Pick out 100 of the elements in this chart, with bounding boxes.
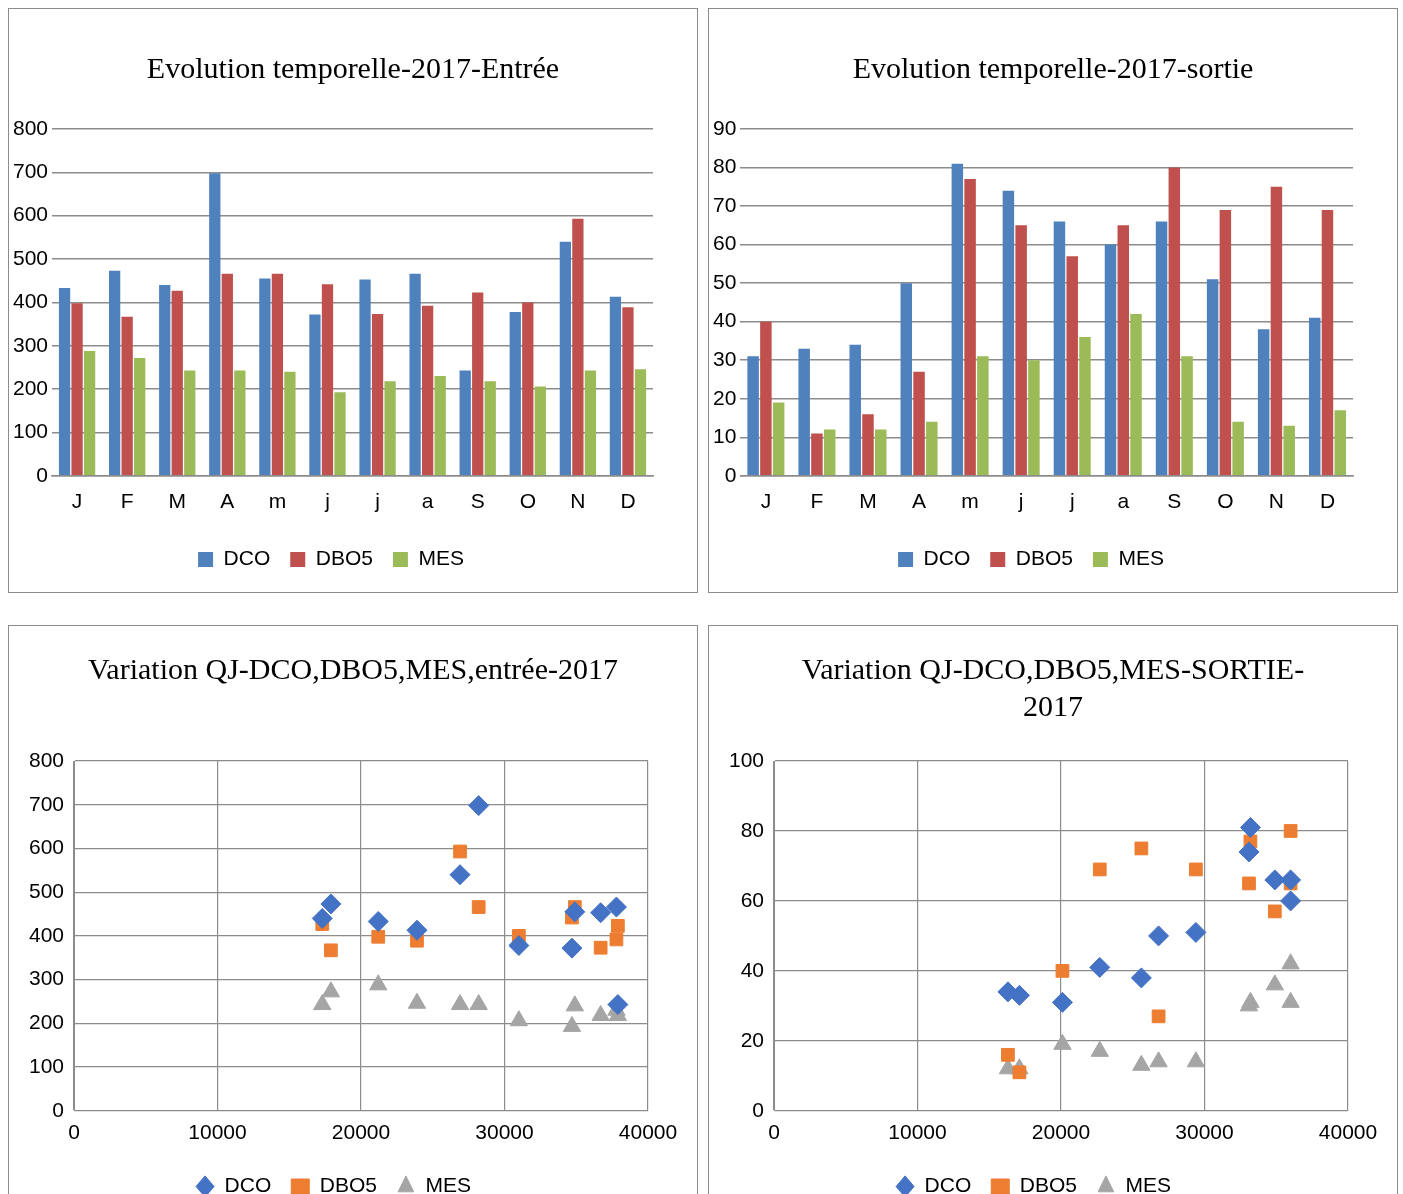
point (320, 893, 342, 915)
x-tick-label: m (961, 489, 979, 513)
x-tick-label: M (859, 489, 877, 513)
bar (434, 376, 446, 476)
bar (58, 288, 71, 476)
bar (121, 316, 133, 476)
x-tick-label: 0 (768, 1120, 780, 1144)
bar (1308, 317, 1321, 476)
point (1283, 824, 1298, 838)
point (371, 929, 386, 944)
point (605, 896, 627, 918)
x-tick-label: j (324, 489, 330, 513)
point (369, 974, 388, 991)
bar (1155, 221, 1168, 476)
y-tick-label: 700 (28, 791, 65, 815)
point (564, 901, 586, 923)
y-tick-label: 600 (28, 835, 65, 859)
bar (259, 278, 271, 476)
point (1148, 925, 1170, 947)
bar (271, 273, 284, 476)
bar (509, 311, 521, 476)
point (611, 918, 625, 933)
bar (609, 296, 622, 476)
legend-label: DBO5 (1015, 546, 1073, 570)
y-tick-label: 800 (28, 747, 65, 771)
point (406, 919, 428, 941)
bar (221, 273, 233, 476)
x-tick-label: F (120, 489, 134, 513)
y-tick-label: 40 (740, 957, 765, 981)
bar (634, 369, 647, 476)
legend-label: MES (1125, 1173, 1171, 1194)
legend-label: DCO (923, 546, 971, 570)
x-tick-label: D (1319, 489, 1336, 513)
point (407, 992, 427, 1009)
x-tick-label: 10000 (188, 1120, 247, 1144)
point (591, 1004, 610, 1021)
bar (900, 283, 913, 476)
bar (926, 421, 938, 476)
bar (1321, 209, 1334, 476)
bar (1283, 425, 1295, 476)
bar (321, 284, 334, 476)
x-tick-label: 30000 (1175, 1120, 1234, 1144)
y-tick-label: 500 (28, 878, 65, 902)
x-tick-label: S (470, 489, 485, 513)
x-tick-label: j (1068, 489, 1075, 513)
bar (1015, 225, 1027, 476)
legend-label: DBO5 (315, 546, 373, 570)
point (468, 795, 490, 817)
bar (1219, 209, 1232, 476)
y-tick-label: 0 (724, 462, 737, 486)
y-tick-label: 200 (28, 1010, 65, 1034)
x-tick-label: N (570, 489, 586, 513)
point (471, 900, 486, 914)
y-tick-label: 200 (12, 375, 49, 399)
point (1242, 876, 1256, 891)
y-tick-label: 20 (713, 385, 737, 409)
legend-label: DCO (224, 1173, 272, 1194)
x-tick-label: a (1117, 489, 1130, 513)
point (1265, 974, 1284, 991)
bar (209, 173, 221, 476)
point (1090, 1040, 1109, 1057)
y-tick-label: 300 (28, 966, 65, 990)
bar (811, 433, 823, 476)
bar (184, 370, 196, 476)
x-tick-label: N (1268, 489, 1285, 513)
x-tick-label: m (268, 489, 287, 513)
point (1053, 1033, 1072, 1050)
bar (772, 402, 785, 476)
x-tick-label: J (71, 489, 83, 513)
bar (1066, 256, 1078, 476)
bar (384, 381, 396, 476)
bar (459, 370, 471, 476)
x-tick-label: O (519, 489, 536, 513)
x-tick-label: M (168, 489, 186, 513)
y-tick-label: 50 (713, 269, 737, 293)
bar (1117, 225, 1129, 476)
bar (584, 370, 597, 476)
x-tick-label: 0 (68, 1120, 80, 1144)
bar (559, 241, 571, 476)
point (590, 902, 612, 924)
bar (1104, 244, 1117, 476)
y-tick-label: 20 (740, 1027, 765, 1051)
y-tick-label: 80 (713, 154, 737, 178)
y-tick-label: 0 (52, 1097, 65, 1121)
chart-title: Variation QJ-DCO,DBO5,MES,entrée-2017 (88, 651, 618, 687)
bar (862, 414, 874, 476)
x-tick-label: 20000 (331, 1120, 391, 1144)
bar (1270, 186, 1283, 476)
bar (875, 429, 887, 476)
x-tick-label: a (421, 489, 434, 513)
bar (1257, 329, 1270, 476)
y-tick-label: 100 (728, 747, 765, 771)
bar (1002, 190, 1015, 476)
y-tick-label: 400 (12, 289, 49, 313)
point (367, 910, 389, 932)
bar (484, 381, 496, 476)
point (469, 994, 488, 1011)
x-tick-label: A (912, 489, 927, 513)
legend-label: DCO (223, 546, 271, 570)
point (1130, 967, 1152, 989)
